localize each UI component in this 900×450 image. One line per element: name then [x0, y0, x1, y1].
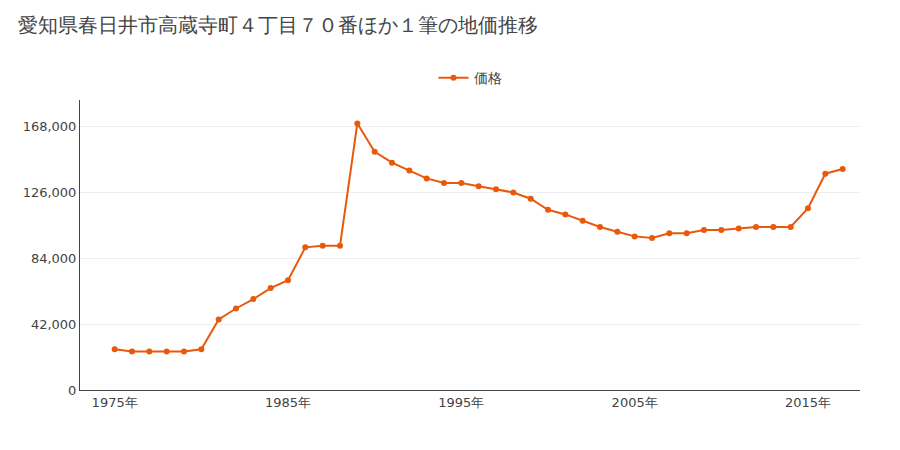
svg-text:1975年: 1975年: [92, 395, 138, 410]
svg-text:2015年: 2015年: [785, 395, 831, 410]
svg-text:愛知県春日井市高蔵寺町４丁目７０番ほか１筆の地価推移: 愛知県春日井市高蔵寺町４丁目７０番ほか１筆の地価推移: [18, 13, 538, 37]
svg-text:84,000: 84,000: [31, 251, 77, 266]
svg-text:168,000: 168,000: [23, 119, 77, 134]
svg-text:126,000: 126,000: [23, 185, 77, 200]
svg-text:1995年: 1995年: [438, 395, 484, 410]
svg-text:価格: 価格: [474, 70, 502, 86]
svg-text:0: 0: [68, 383, 76, 398]
svg-text:1985年: 1985年: [265, 395, 311, 410]
svg-text:42,000: 42,000: [31, 317, 77, 332]
svg-text:2005年: 2005年: [612, 395, 658, 410]
